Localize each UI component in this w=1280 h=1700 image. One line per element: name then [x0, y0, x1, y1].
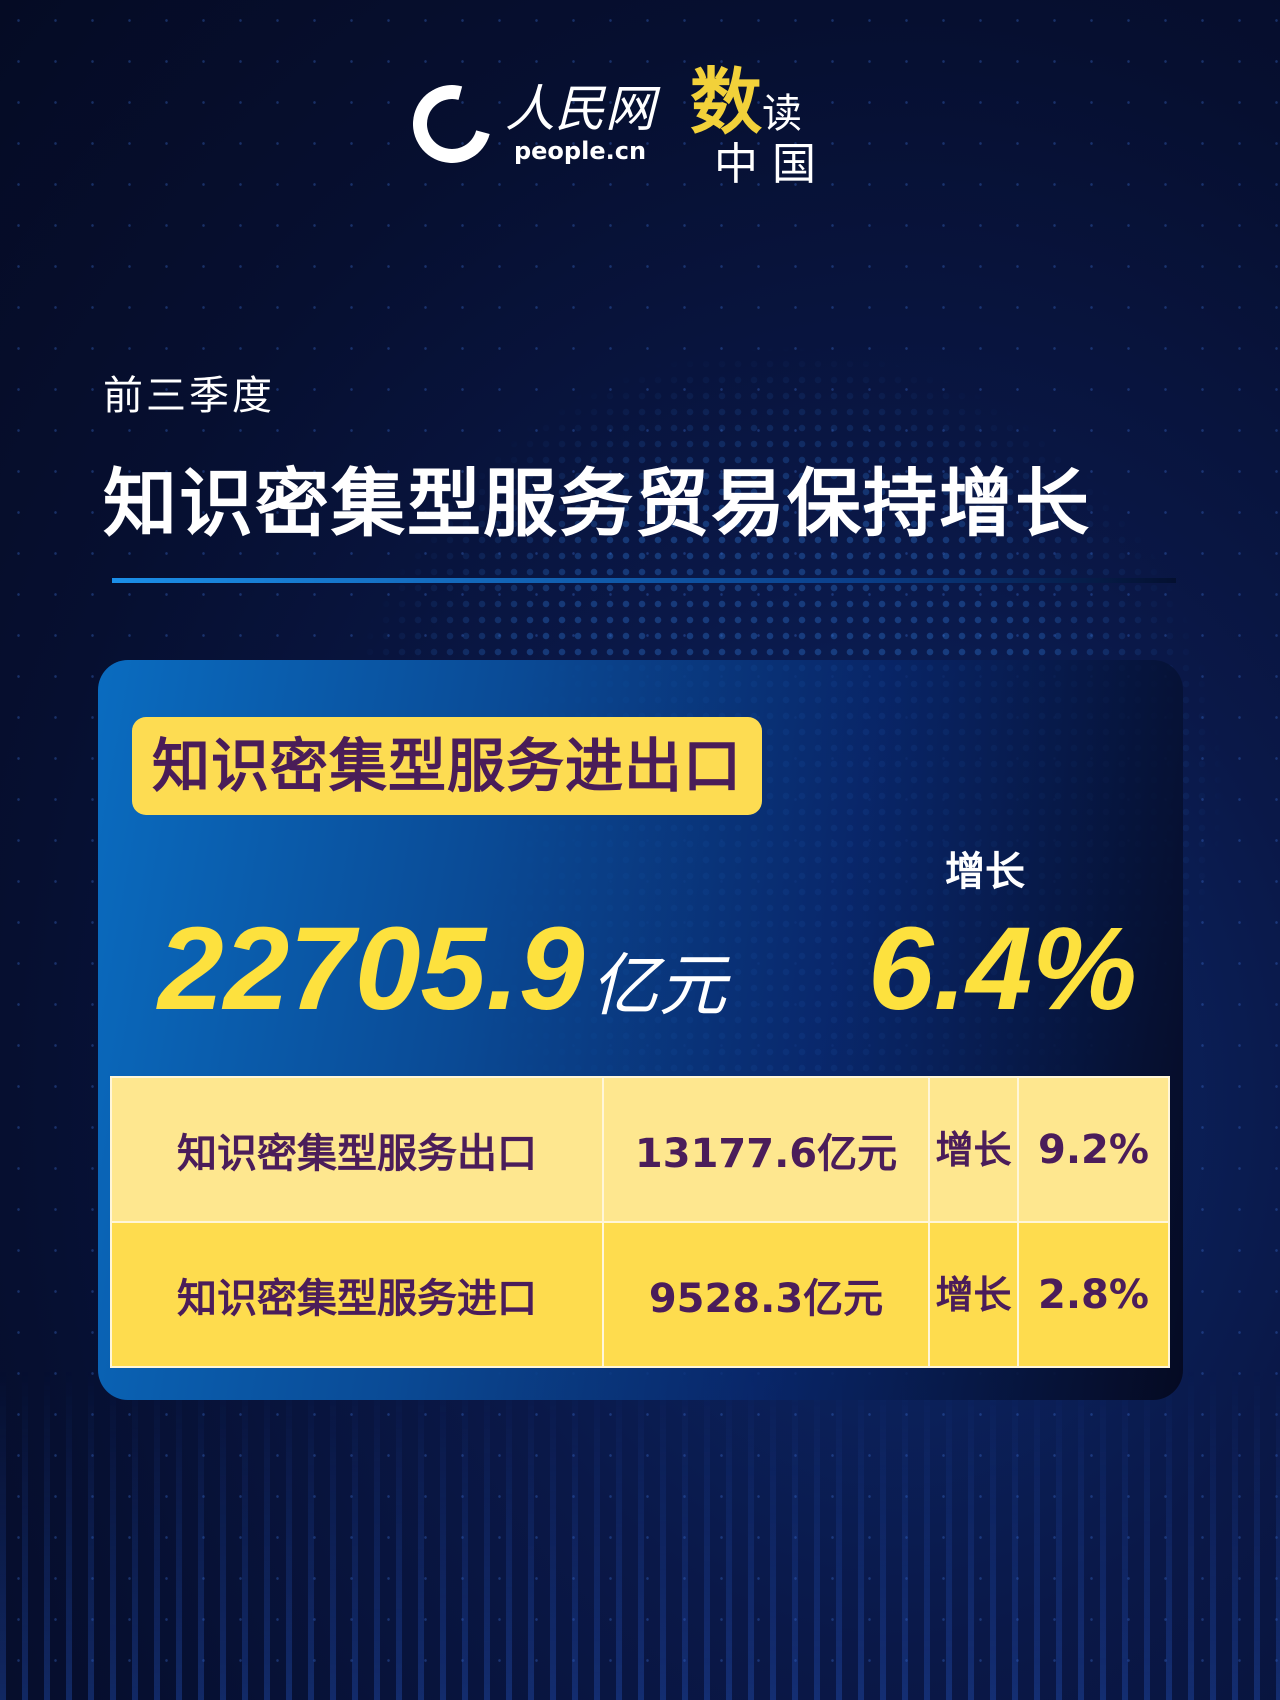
- row-name: 知识密集型服务进口: [110, 1221, 604, 1368]
- logo-cn-text: 人民网: [505, 80, 655, 138]
- row-growth: 9.2%: [1017, 1076, 1170, 1223]
- logo-en-text: people.cn: [513, 137, 647, 165]
- total-unit: 亿元: [590, 947, 727, 1026]
- brand-shudu-zhongguo: 数读 中国: [690, 62, 830, 190]
- page-title: 知识密集型服务贸易保持增长: [103, 461, 1091, 547]
- growth-label: 增长: [945, 849, 1025, 895]
- card-label: 知识密集型服务进出口: [132, 717, 763, 815]
- people-cn-logo: 人民网 people.cn: [398, 70, 655, 178]
- row-growth-label: 增长: [928, 1221, 1019, 1368]
- row-value: 13177.6亿元: [602, 1076, 930, 1223]
- row-growth: 2.8%: [1017, 1221, 1170, 1368]
- brand-line2: 中国: [714, 139, 830, 191]
- title-divider: [112, 578, 1176, 583]
- page-subtitle: 前三季度: [103, 373, 275, 419]
- row-name: 知识密集型服务出口: [110, 1076, 604, 1223]
- row-growth-label: 增长: [928, 1076, 1019, 1223]
- total-value: 22705.9亿元: [158, 910, 727, 1028]
- row-value: 9528.3亿元: [602, 1221, 930, 1368]
- breakdown-table: 知识密集型服务出口 13177.6亿元 增长 9.2% 知识密集型服务进口 95…: [110, 1076, 1170, 1368]
- growth-value: 6.4%: [868, 903, 1137, 1035]
- people-logo-icon: [398, 70, 506, 178]
- total-number: 22705.9: [158, 903, 585, 1035]
- brand-rest: 读: [762, 91, 803, 137]
- stats-card: 知识密集型服务进出口 增长 22705.9亿元 6.4% 知识密集型服务出口 1…: [98, 660, 1183, 1400]
- brand-highlight: 数: [690, 59, 763, 144]
- table-row: 知识密集型服务出口 13177.6亿元 增长 9.2%: [110, 1076, 1170, 1223]
- data-bars-decoration: [0, 1370, 1280, 1700]
- table-row: 知识密集型服务进口 9528.3亿元 增长 2.8%: [110, 1221, 1170, 1368]
